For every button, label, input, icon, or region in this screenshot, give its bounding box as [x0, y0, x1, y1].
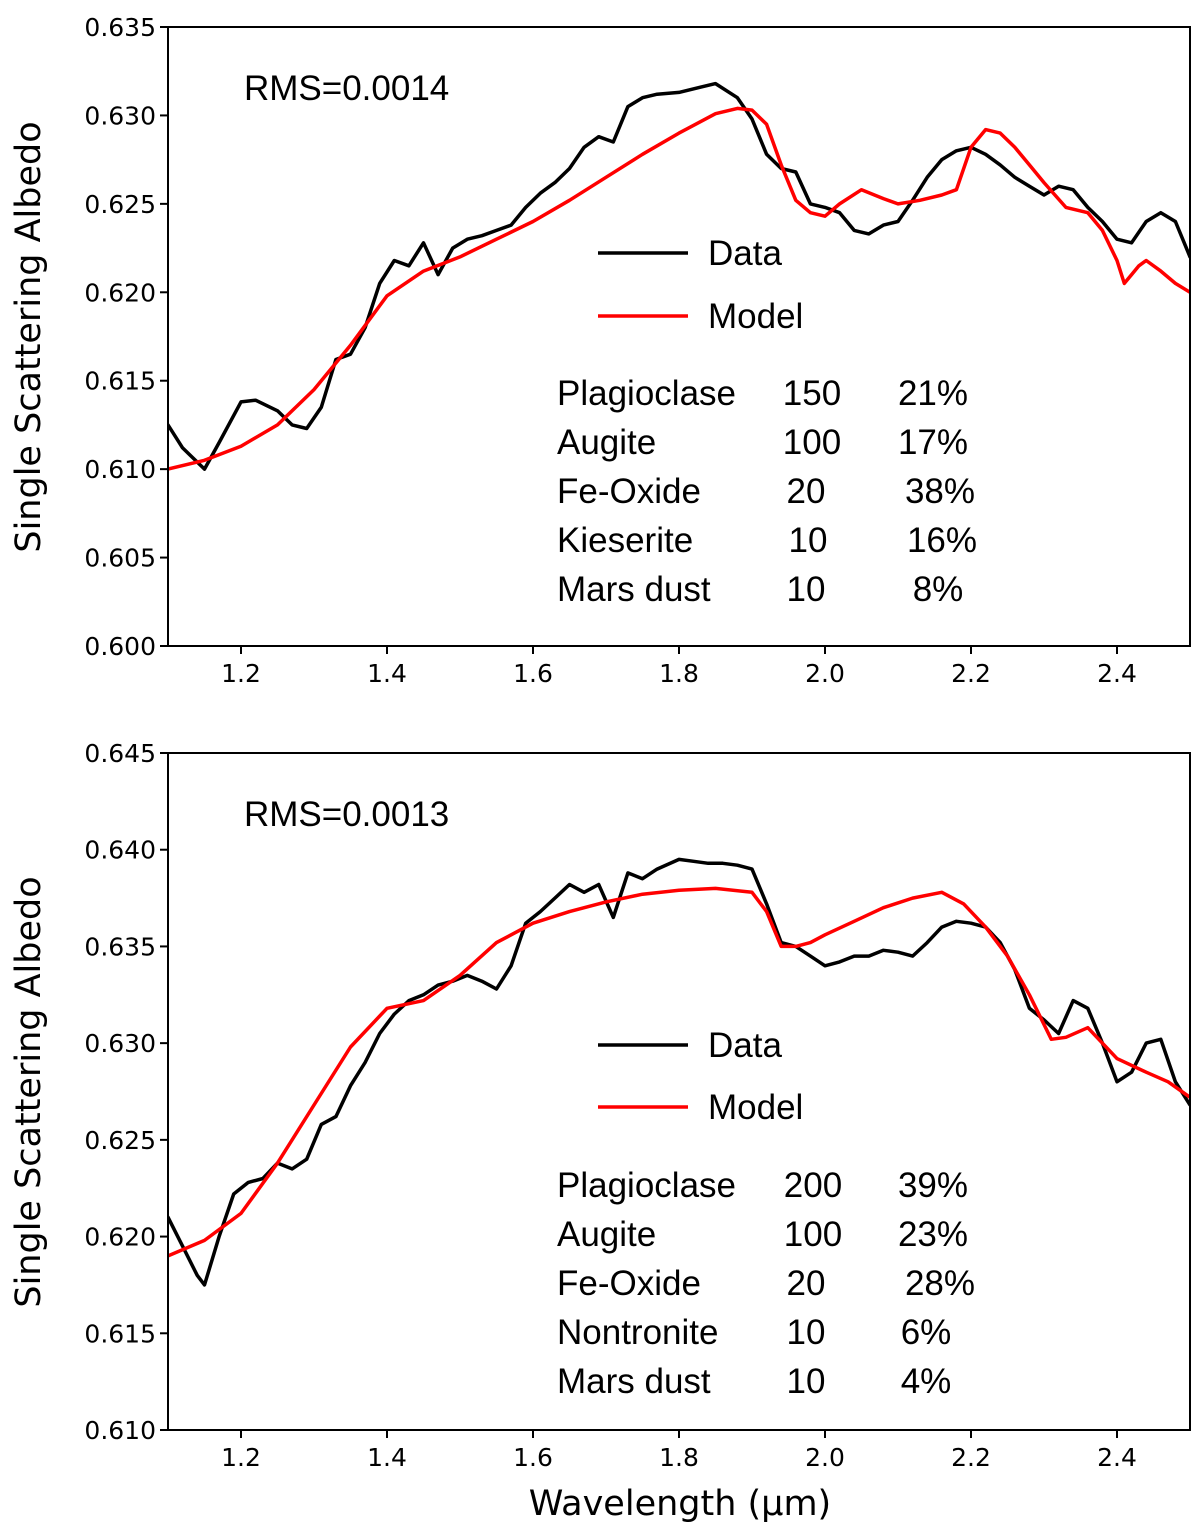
- bottom-series-data-line: [168, 857, 1190, 1287]
- top-x-tick-label: 1.2: [221, 659, 261, 688]
- top-component-name: Plagioclase: [557, 374, 736, 413]
- top-y-tick-label: 0.610: [84, 455, 156, 484]
- bottom-x-tick-label: 1.6: [513, 1443, 553, 1472]
- top-series-data-line: [168, 81, 1190, 471]
- top-component-fraction: 16%: [907, 521, 977, 560]
- bottom-series-model-line: [168, 886, 1190, 1258]
- bottom-x-tick-label: 2.4: [1097, 1443, 1137, 1472]
- top-y-tick-label: 0.600: [84, 632, 156, 661]
- top-y-axis: 0.600 0.605 0.610 0.615 0.620 0.625 0.630 0.635: [84, 13, 168, 661]
- bottom-component-name: Mars dust: [557, 1362, 711, 1401]
- bottom-component-name: Fe-Oxide: [557, 1264, 701, 1303]
- bottom-legend: Data Model: [598, 1026, 803, 1127]
- bottom-y-tick-label: 0.635: [84, 932, 156, 961]
- bottom-component-fraction: 4%: [901, 1362, 952, 1401]
- bottom-component-size: 10: [787, 1313, 826, 1352]
- bottom-component-size: 200: [784, 1166, 842, 1205]
- top-series-model-line: [168, 106, 1190, 471]
- top-legend-data-label: Data: [708, 234, 782, 273]
- bottom-component-fraction: 23%: [898, 1215, 968, 1254]
- bottom-panel: 1.2 1.4 1.6 1.8 2.0 2.2 2.4 0.6100.6150.6200.6…: [9, 739, 1191, 1524]
- top-y-tick-label: 0.605: [84, 544, 156, 573]
- top-plot-series: [168, 81, 1190, 471]
- bottom-x-tick-label: 2.2: [951, 1443, 991, 1472]
- top-x-tick-label: 2.2: [951, 659, 991, 688]
- top-x-tick-label: 1.8: [659, 659, 699, 688]
- top-x-tick-label: 2.4: [1097, 659, 1137, 688]
- bottom-component-name: Augite: [557, 1215, 656, 1254]
- top-component-size: 100: [783, 423, 841, 462]
- top-y-tick-label: 0.630: [84, 101, 156, 130]
- top-component-size: 10: [787, 570, 826, 609]
- bottom-component-name: Plagioclase: [557, 1166, 736, 1205]
- top-x-tick-label: 1.6: [513, 659, 553, 688]
- bottom-y-tick-label: 0.645: [84, 739, 156, 768]
- bottom-x-axis: 1.2 1.4 1.6 1.8 2.0 2.2 2.4: [221, 1430, 1137, 1472]
- bottom-x-tick-label: 1.4: [367, 1443, 407, 1472]
- bottom-legend-model-label: Model: [708, 1088, 803, 1127]
- top-x-tick-label: 1.4: [367, 659, 407, 688]
- top-component-fraction: 8%: [913, 570, 964, 609]
- bottom-component-table: Plagioclase 200 39% Augite 100 23% Fe-Ox…: [557, 1166, 975, 1401]
- bottom-y-tick-label: 0.615: [84, 1319, 156, 1348]
- bottom-rms-label: RMS=0.0013: [244, 795, 449, 834]
- bottom-component-name: Nontronite: [557, 1313, 718, 1352]
- top-x-axis: 1.2 1.4 1.6 1.8 2.0 2.2 2.4: [221, 646, 1137, 688]
- bottom-y-tick-label: 0.610: [84, 1416, 156, 1445]
- top-y-tick-label: 0.635: [84, 13, 156, 42]
- bottom-plot-series: [168, 857, 1190, 1287]
- top-component-name: Kieserite: [557, 521, 693, 560]
- top-panel: 1.2 1.4 1.6 1.8 2.0 2.2 2.4 0.6000.6050.6100.6…: [9, 13, 1191, 688]
- bottom-component-size: 10: [787, 1362, 826, 1401]
- bottom-x-tick-label: 1.2: [221, 1443, 261, 1472]
- bottom-y-axis: 0.610 0.615 0.620 0.625 0.630 0.635 0.640 0.645: [84, 739, 168, 1445]
- bottom-x-tick-label: 2.0: [805, 1443, 845, 1472]
- bottom-y-axis-title: Single Scattering Albedo: [9, 876, 49, 1307]
- top-component-size: 10: [789, 521, 828, 560]
- bottom-y-tick-label: 0.640: [84, 836, 156, 865]
- bottom-component-fraction: 39%: [898, 1166, 968, 1205]
- top-y-axis-title: Single Scattering Albedo: [9, 121, 49, 552]
- top-component-fraction: 21%: [898, 374, 968, 413]
- top-x-tick-label: 2.0: [805, 659, 845, 688]
- bottom-y-tick-label: 0.620: [84, 1223, 156, 1252]
- top-component-name: Augite: [557, 423, 656, 462]
- bottom-y-tick-label: 0.625: [84, 1126, 156, 1155]
- top-component-table: Plagioclase 150 21% Augite 100 17% Fe-Ox…: [557, 374, 977, 609]
- top-component-fraction: 38%: [905, 472, 975, 511]
- bottom-x-tick-label: 1.8: [659, 1443, 699, 1472]
- bottom-y-tick-label: 0.630: [84, 1029, 156, 1058]
- top-y-tick-label: 0.620: [84, 278, 156, 307]
- bottom-legend-data-label: Data: [708, 1026, 782, 1065]
- bottom-component-fraction: 28%: [905, 1264, 975, 1303]
- top-y-tick-label: 0.615: [84, 367, 156, 396]
- bottom-component-size: 100: [784, 1215, 842, 1254]
- top-component-size: 20: [787, 472, 826, 511]
- top-component-name: Mars dust: [557, 570, 711, 609]
- top-legend-model-label: Model: [708, 297, 803, 336]
- top-component-fraction: 17%: [898, 423, 968, 462]
- bottom-component-size: 20: [787, 1264, 826, 1303]
- top-rms-label: RMS=0.0014: [244, 69, 449, 108]
- top-legend: Data Model: [598, 234, 803, 336]
- bottom-component-fraction: 6%: [901, 1313, 952, 1352]
- top-y-tick-label: 0.625: [84, 190, 156, 219]
- x-axis-title: Wavelength (μm): [529, 1484, 831, 1524]
- top-component-size: 150: [783, 374, 841, 413]
- top-component-name: Fe-Oxide: [557, 472, 701, 511]
